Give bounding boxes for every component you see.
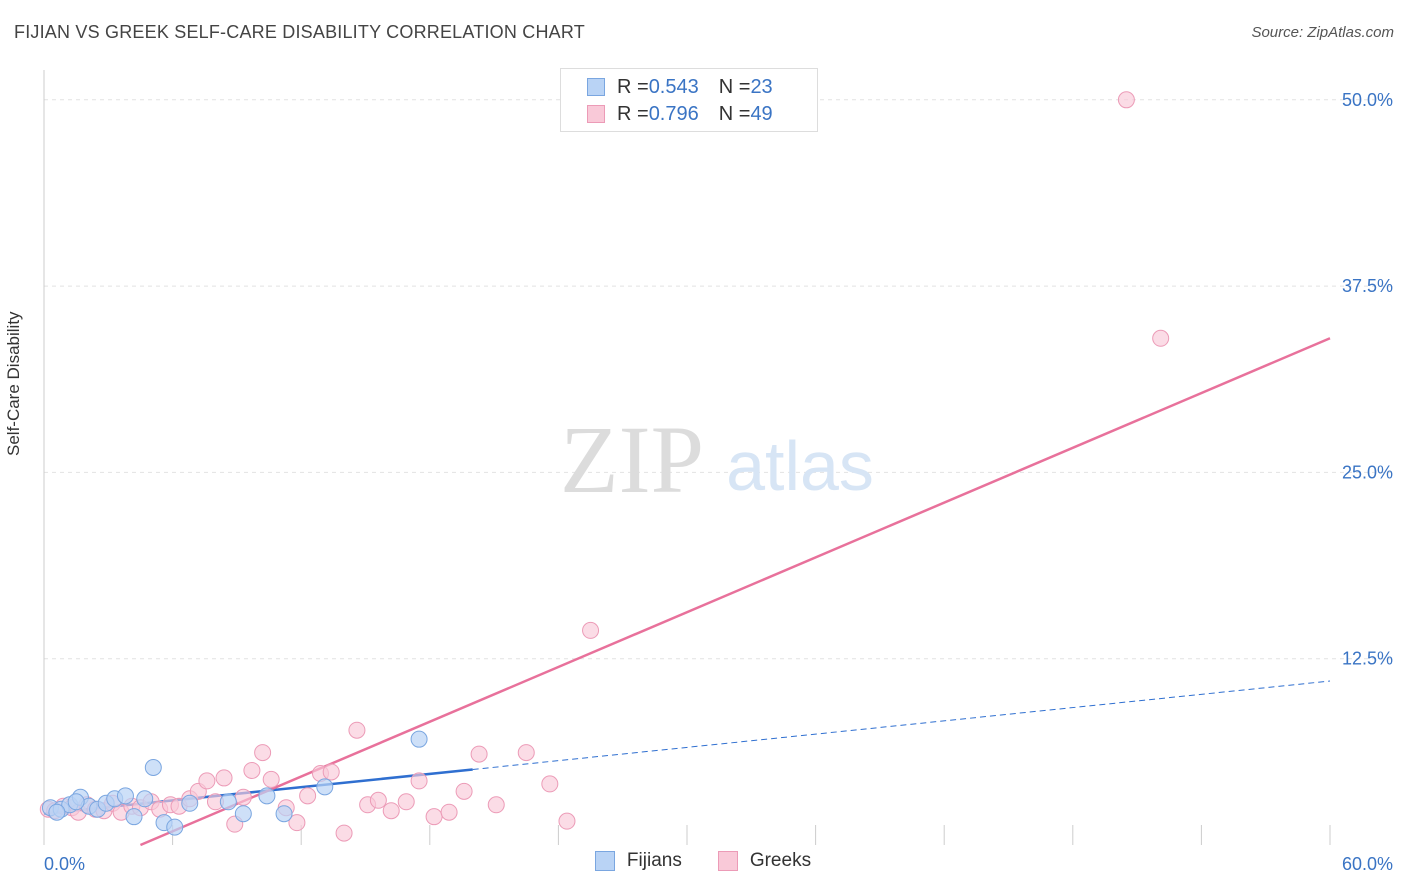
series-legend: Fijians Greeks (0, 850, 1406, 872)
source-label: Source: ZipAtlas.com (1251, 24, 1394, 41)
greeks-point (382, 802, 400, 820)
fijians-point (181, 794, 199, 812)
greeks-legend-swatch (717, 851, 738, 871)
greeks-point (440, 803, 458, 821)
fijians-point (410, 730, 428, 748)
greeks-point (243, 761, 261, 779)
greeks-n-value: 49 (750, 102, 773, 125)
fijians-point (258, 787, 276, 805)
fijians-point (234, 805, 252, 823)
x-tick-label-max: 60.0% (1342, 854, 1393, 874)
greeks-r-value: 0.796 (648, 102, 699, 125)
legend-row-greeks: R = 0.796 N = 49 (587, 102, 773, 126)
greeks-point (455, 782, 473, 800)
greeks-point (517, 744, 535, 762)
watermark-zip: ZIP (560, 406, 704, 513)
greeks-point (288, 814, 306, 832)
greeks-point (470, 745, 488, 763)
greeks-point (582, 621, 600, 639)
fijians-point (125, 808, 143, 826)
greeks-point (369, 791, 387, 809)
fijians-r-value: 0.543 (648, 75, 699, 98)
fijians-point (144, 759, 162, 776)
greeks-point (262, 770, 280, 788)
greeks-legend-label: Greeks (749, 850, 812, 871)
greeks-point (198, 772, 216, 790)
greeks-point (397, 793, 415, 811)
y-tick-label: 12.5% (1342, 649, 1393, 669)
greeks-r-label: R = (617, 102, 649, 125)
greeks-n-label: N = (718, 102, 751, 125)
greeks-point (234, 788, 252, 806)
legend-item-greeks[interactable]: Greeks (717, 850, 812, 872)
axes (43, 70, 1331, 845)
fijians-point (219, 793, 237, 811)
watermark: ZIP atlas (560, 406, 874, 513)
x-tick-label-min: 0.0% (44, 854, 85, 874)
legend-item-fijians[interactable]: Fijians (594, 850, 682, 872)
data-points (39, 91, 1170, 842)
fijians-point (136, 790, 154, 808)
tick-labels: 12.5% 25.0% 37.5% 50.0% 0.0% 60.0% (44, 90, 1393, 874)
greeks-point (215, 769, 233, 787)
fijians-legend-swatch (594, 851, 615, 871)
greeks-point (410, 772, 428, 790)
greeks-point (1117, 91, 1135, 109)
greeks-point (487, 796, 505, 814)
y-tick-label: 25.0% (1342, 462, 1393, 482)
greeks-point (299, 787, 317, 805)
fijians-point (275, 805, 293, 823)
chart-title: FIJIAN VS GREEK SELF-CARE DISABILITY COR… (14, 22, 585, 42)
fijians-legend-label: Fijians (626, 850, 682, 871)
greeks-point (348, 721, 366, 739)
fijians-trend-extension (472, 680, 1331, 770)
grid (44, 99, 1395, 660)
fijians-point (166, 818, 184, 836)
stats-legend: R = 0.543 N = 23 R = 0.796 N = 49 (560, 68, 818, 132)
greeks-point (322, 763, 340, 781)
greeks-point (335, 824, 353, 842)
y-tick-label: 37.5% (1342, 276, 1393, 296)
greeks-swatch (587, 105, 605, 123)
fijians-swatch (587, 78, 605, 96)
fijians-point (48, 803, 66, 821)
greeks-point (541, 775, 559, 793)
greeks-point (254, 744, 272, 762)
greeks-trend-line (139, 337, 1331, 847)
fijians-n-label: N = (718, 75, 751, 98)
greeks-point (1152, 329, 1170, 347)
fijians-r-label: R = (617, 75, 649, 98)
watermark-atlas: atlas (726, 427, 874, 505)
legend-row-fijians: R = 0.543 N = 23 (587, 75, 773, 99)
greeks-point (558, 812, 576, 830)
fijians-point (67, 793, 85, 811)
fijians-point (116, 787, 134, 805)
fijians-n-value: 23 (750, 75, 773, 98)
y-tick-label: 50.0% (1342, 90, 1393, 110)
greeks-point (425, 808, 443, 826)
fijians-point (316, 778, 334, 796)
